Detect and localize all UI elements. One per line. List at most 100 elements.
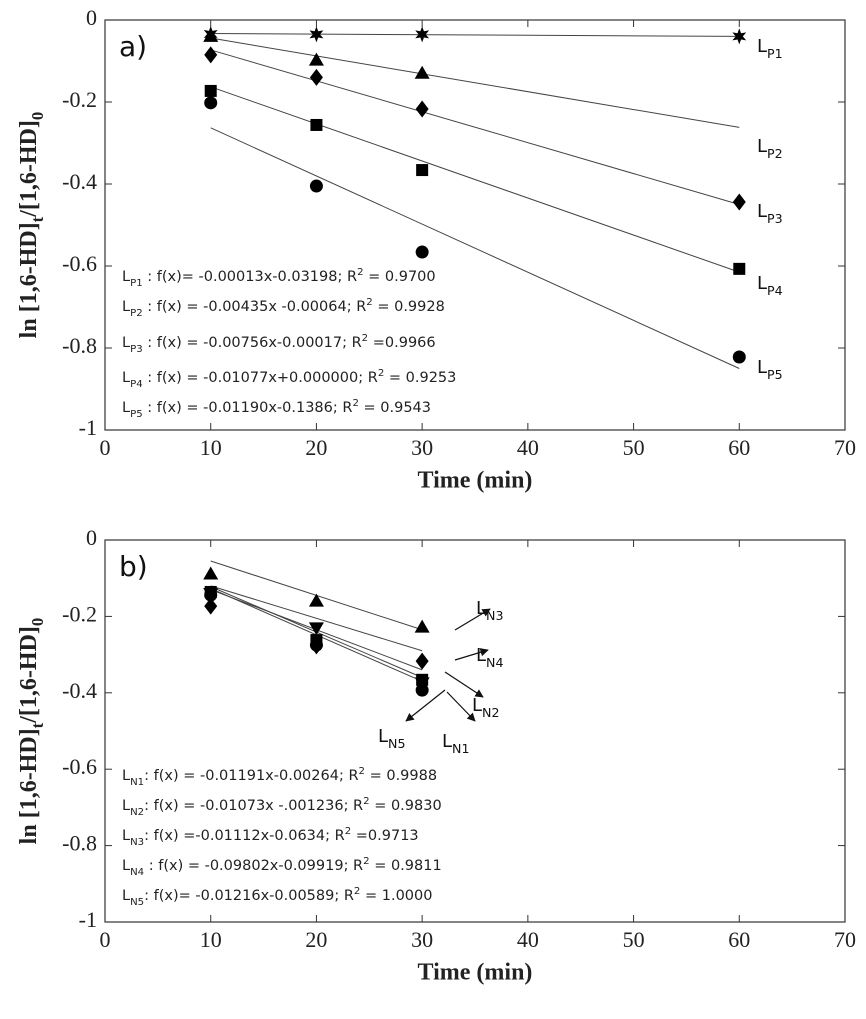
- series-label-part: L: [476, 645, 486, 666]
- equation: LN4 : f(x) = -0.09802x-0.09919; R2 = 0.9…: [122, 856, 442, 878]
- equation-part: 2: [359, 766, 365, 777]
- marker: [204, 585, 217, 598]
- y-tick-label: -0.6: [62, 251, 97, 276]
- equation-part: L: [122, 888, 130, 904]
- equation-part: L: [122, 828, 130, 844]
- series-label-part: N1: [452, 741, 469, 756]
- equation-part: 2: [363, 856, 369, 867]
- equation-part: 2: [345, 826, 351, 837]
- equation-part: : f(x) = -0.00435x -0.00064; R: [143, 299, 367, 315]
- equation-part: : f(x)= -0.01216x-0.00589; R: [144, 888, 354, 904]
- y-axis-label-part: /[1,6-HD]: [16, 626, 42, 724]
- x-tick-label: 60: [728, 435, 750, 460]
- equation-part: N5: [130, 897, 144, 908]
- marker: [309, 68, 323, 86]
- annotation-arrow: [454, 608, 491, 631]
- annotation-arrow: [454, 648, 489, 661]
- marker: [732, 28, 747, 45]
- series-label-part: L: [757, 136, 767, 157]
- x-tick-label: 30: [411, 435, 433, 460]
- marker: [415, 26, 430, 43]
- series-label: LP4: [757, 273, 783, 298]
- marker: [416, 164, 429, 177]
- marker: [415, 100, 429, 118]
- equation-part: : f(x) = -0.01191x-0.00264; R: [144, 768, 358, 784]
- x-axis-label: Time (min): [418, 468, 533, 494]
- series-label: LN5: [378, 726, 405, 751]
- equation-part: N4: [130, 867, 144, 878]
- series-label-part: L: [442, 731, 452, 752]
- y-tick-label: -0.8: [62, 333, 97, 358]
- equation-part: 2: [362, 333, 368, 344]
- equation: LP3 : f(x) = -0.00756x-0.00017; R2 =0.99…: [122, 333, 436, 355]
- panel-label: b): [119, 550, 148, 583]
- y-tick-label: 0: [86, 525, 97, 550]
- annotation-arrow: [446, 691, 476, 722]
- equation: LN5: f(x)= -0.01216x-0.00589; R2 = 1.000…: [122, 886, 432, 908]
- marker: [309, 26, 324, 43]
- x-tick-label: 20: [305, 435, 327, 460]
- equation-part: 2: [378, 368, 384, 379]
- equation-part: : f(x)= -0.00013x-0.03198; R: [143, 269, 357, 285]
- series-label-part: P5: [767, 367, 783, 382]
- y-axis-label: ln [1,6-HD]t/[1,6-HD]0: [16, 112, 48, 339]
- y-axis-label-part: ln [1,6-HD]: [16, 728, 42, 844]
- y-axis-label-part: /[1,6-HD]: [16, 120, 42, 218]
- y-tick-label: -0.2: [62, 87, 97, 112]
- series-label: LP5: [757, 357, 783, 382]
- equation-part: L: [122, 798, 130, 814]
- x-tick-label: 0: [100, 435, 111, 460]
- series-label-part: P1: [767, 46, 783, 61]
- x-axis-label: Time (min): [418, 960, 533, 986]
- equation-part: : f(x) = -0.09802x-0.09919; R: [144, 858, 363, 874]
- equation-part: = 0.9543: [359, 400, 431, 416]
- x-tick-label: 50: [623, 927, 645, 952]
- equation-part: : f(x) = -0.01077x+0.000000; R: [143, 370, 378, 386]
- equation-part: P1: [130, 278, 143, 289]
- y-axis-label-part: t: [28, 722, 47, 728]
- equation-part: = 0.9700: [364, 269, 436, 285]
- panel-label: a): [119, 30, 147, 63]
- plot-frame: [104, 539, 846, 923]
- y-tick-label: -0.2: [62, 601, 97, 626]
- annotation-arrow: [405, 689, 446, 722]
- equation-part: = 0.9253: [384, 370, 456, 386]
- fit-line: [210, 49, 740, 205]
- series-label-part: L: [378, 726, 388, 747]
- marker: [308, 622, 324, 636]
- equation-part: 2: [352, 398, 358, 409]
- marker: [308, 593, 324, 607]
- equation: LP4 : f(x) = -0.01077x+0.000000; R2 = 0.…: [122, 368, 456, 390]
- marker: [414, 65, 430, 79]
- marker: [308, 52, 324, 66]
- equation-part: L: [122, 335, 130, 351]
- equation-part: 2: [366, 297, 372, 308]
- x-tick-label: 60: [728, 927, 750, 952]
- x-tick-label: 10: [200, 927, 222, 952]
- marker: [203, 28, 219, 42]
- equation-part: L: [122, 400, 130, 416]
- equation-part: P5: [130, 409, 143, 420]
- y-axis-label-part: ln [1,6-HD]: [16, 222, 42, 338]
- series-label: LN4: [476, 645, 503, 670]
- marker: [204, 96, 218, 110]
- series-label: LP3: [757, 201, 783, 226]
- equation: LN3: f(x) =-0.01112x-0.0634; R2 =0.9713: [122, 826, 419, 848]
- equation-part: L: [122, 858, 130, 874]
- series-label-part: L: [472, 695, 482, 716]
- marker: [204, 597, 218, 615]
- equation-part: = 1.0000: [360, 888, 432, 904]
- equation-part: : f(x) = -0.00756x-0.00017; R: [143, 335, 362, 351]
- equation-part: = 0.9988: [365, 768, 437, 784]
- series-label-part: L: [476, 598, 486, 619]
- series-label-part: L: [757, 273, 767, 294]
- y-tick-label: -1: [79, 415, 97, 440]
- annotation-arrow: [444, 671, 484, 698]
- equation-part: N1: [130, 777, 144, 788]
- equation: LP5 : f(x) = -0.01190x-0.1386; R2 = 0.95…: [122, 398, 431, 420]
- y-tick-label: -0.6: [62, 754, 97, 779]
- x-tick-label: 50: [623, 435, 645, 460]
- x-tick-label: 70: [834, 435, 856, 460]
